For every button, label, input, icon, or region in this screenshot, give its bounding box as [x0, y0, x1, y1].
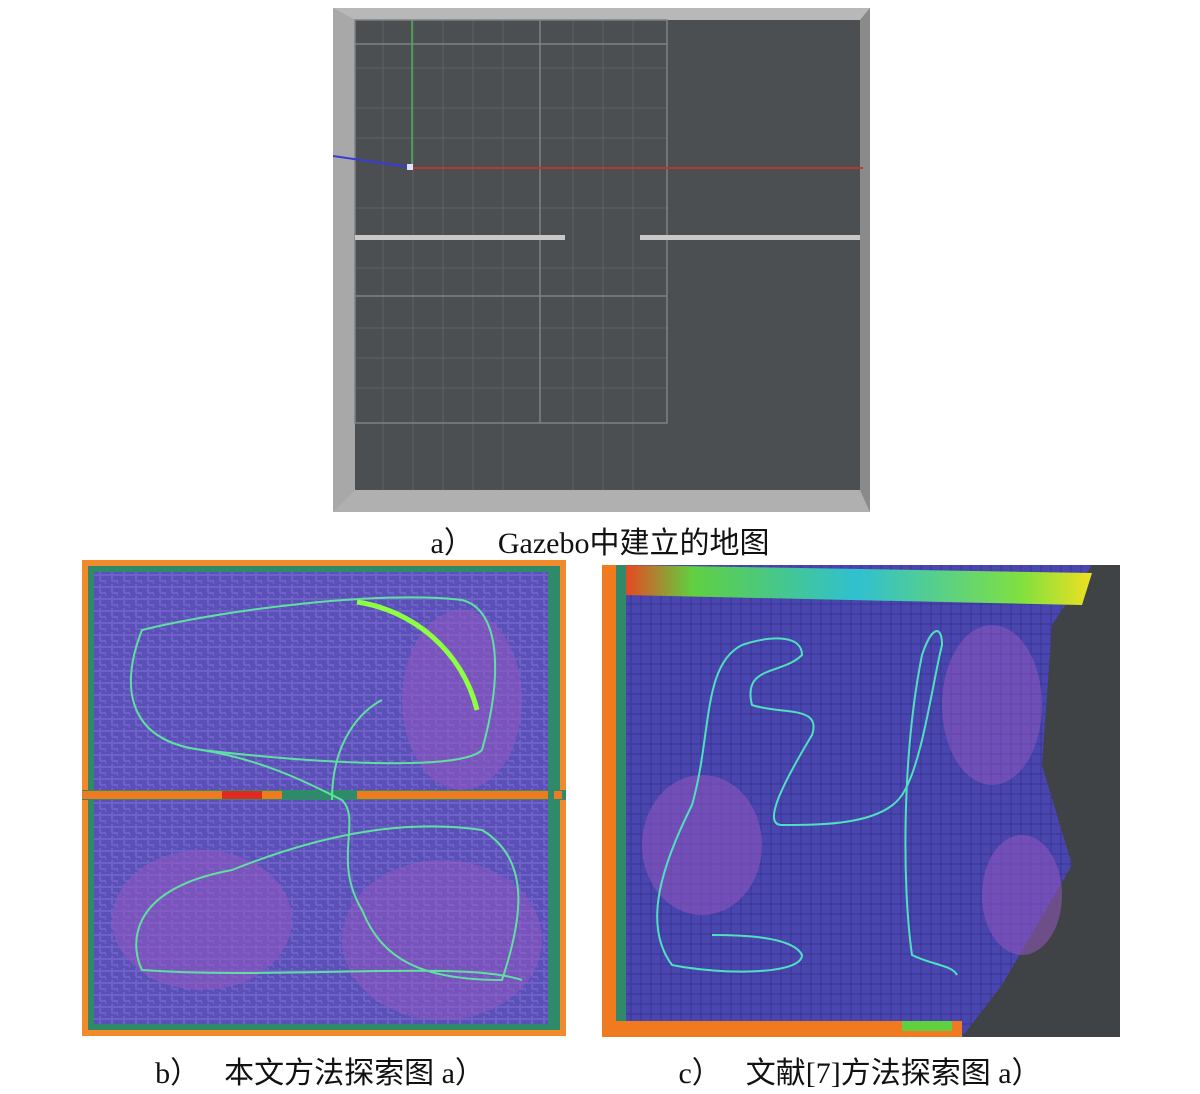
caption-text: 文献[7]方法探索图 a） [745, 1057, 1042, 1090]
caption-label: a） [430, 527, 474, 560]
caption-label: b） [155, 1057, 201, 1090]
caption-b: b） 本文方法探索图 a） [60, 1048, 580, 1092]
exploration-map-ref7 [602, 565, 1120, 1037]
exploration-map-ours [82, 560, 566, 1036]
gazebo-map [333, 8, 870, 512]
caption-text: Gazebo中建立的地图 [497, 527, 770, 560]
caption-c: c） 文献[7]方法探索图 a） [600, 1048, 1120, 1092]
caption-label: c） [678, 1057, 722, 1090]
caption-text: 本文方法探索图 a） [224, 1057, 485, 1090]
caption-a: a） Gazebo中建立的地图 [0, 518, 1200, 562]
